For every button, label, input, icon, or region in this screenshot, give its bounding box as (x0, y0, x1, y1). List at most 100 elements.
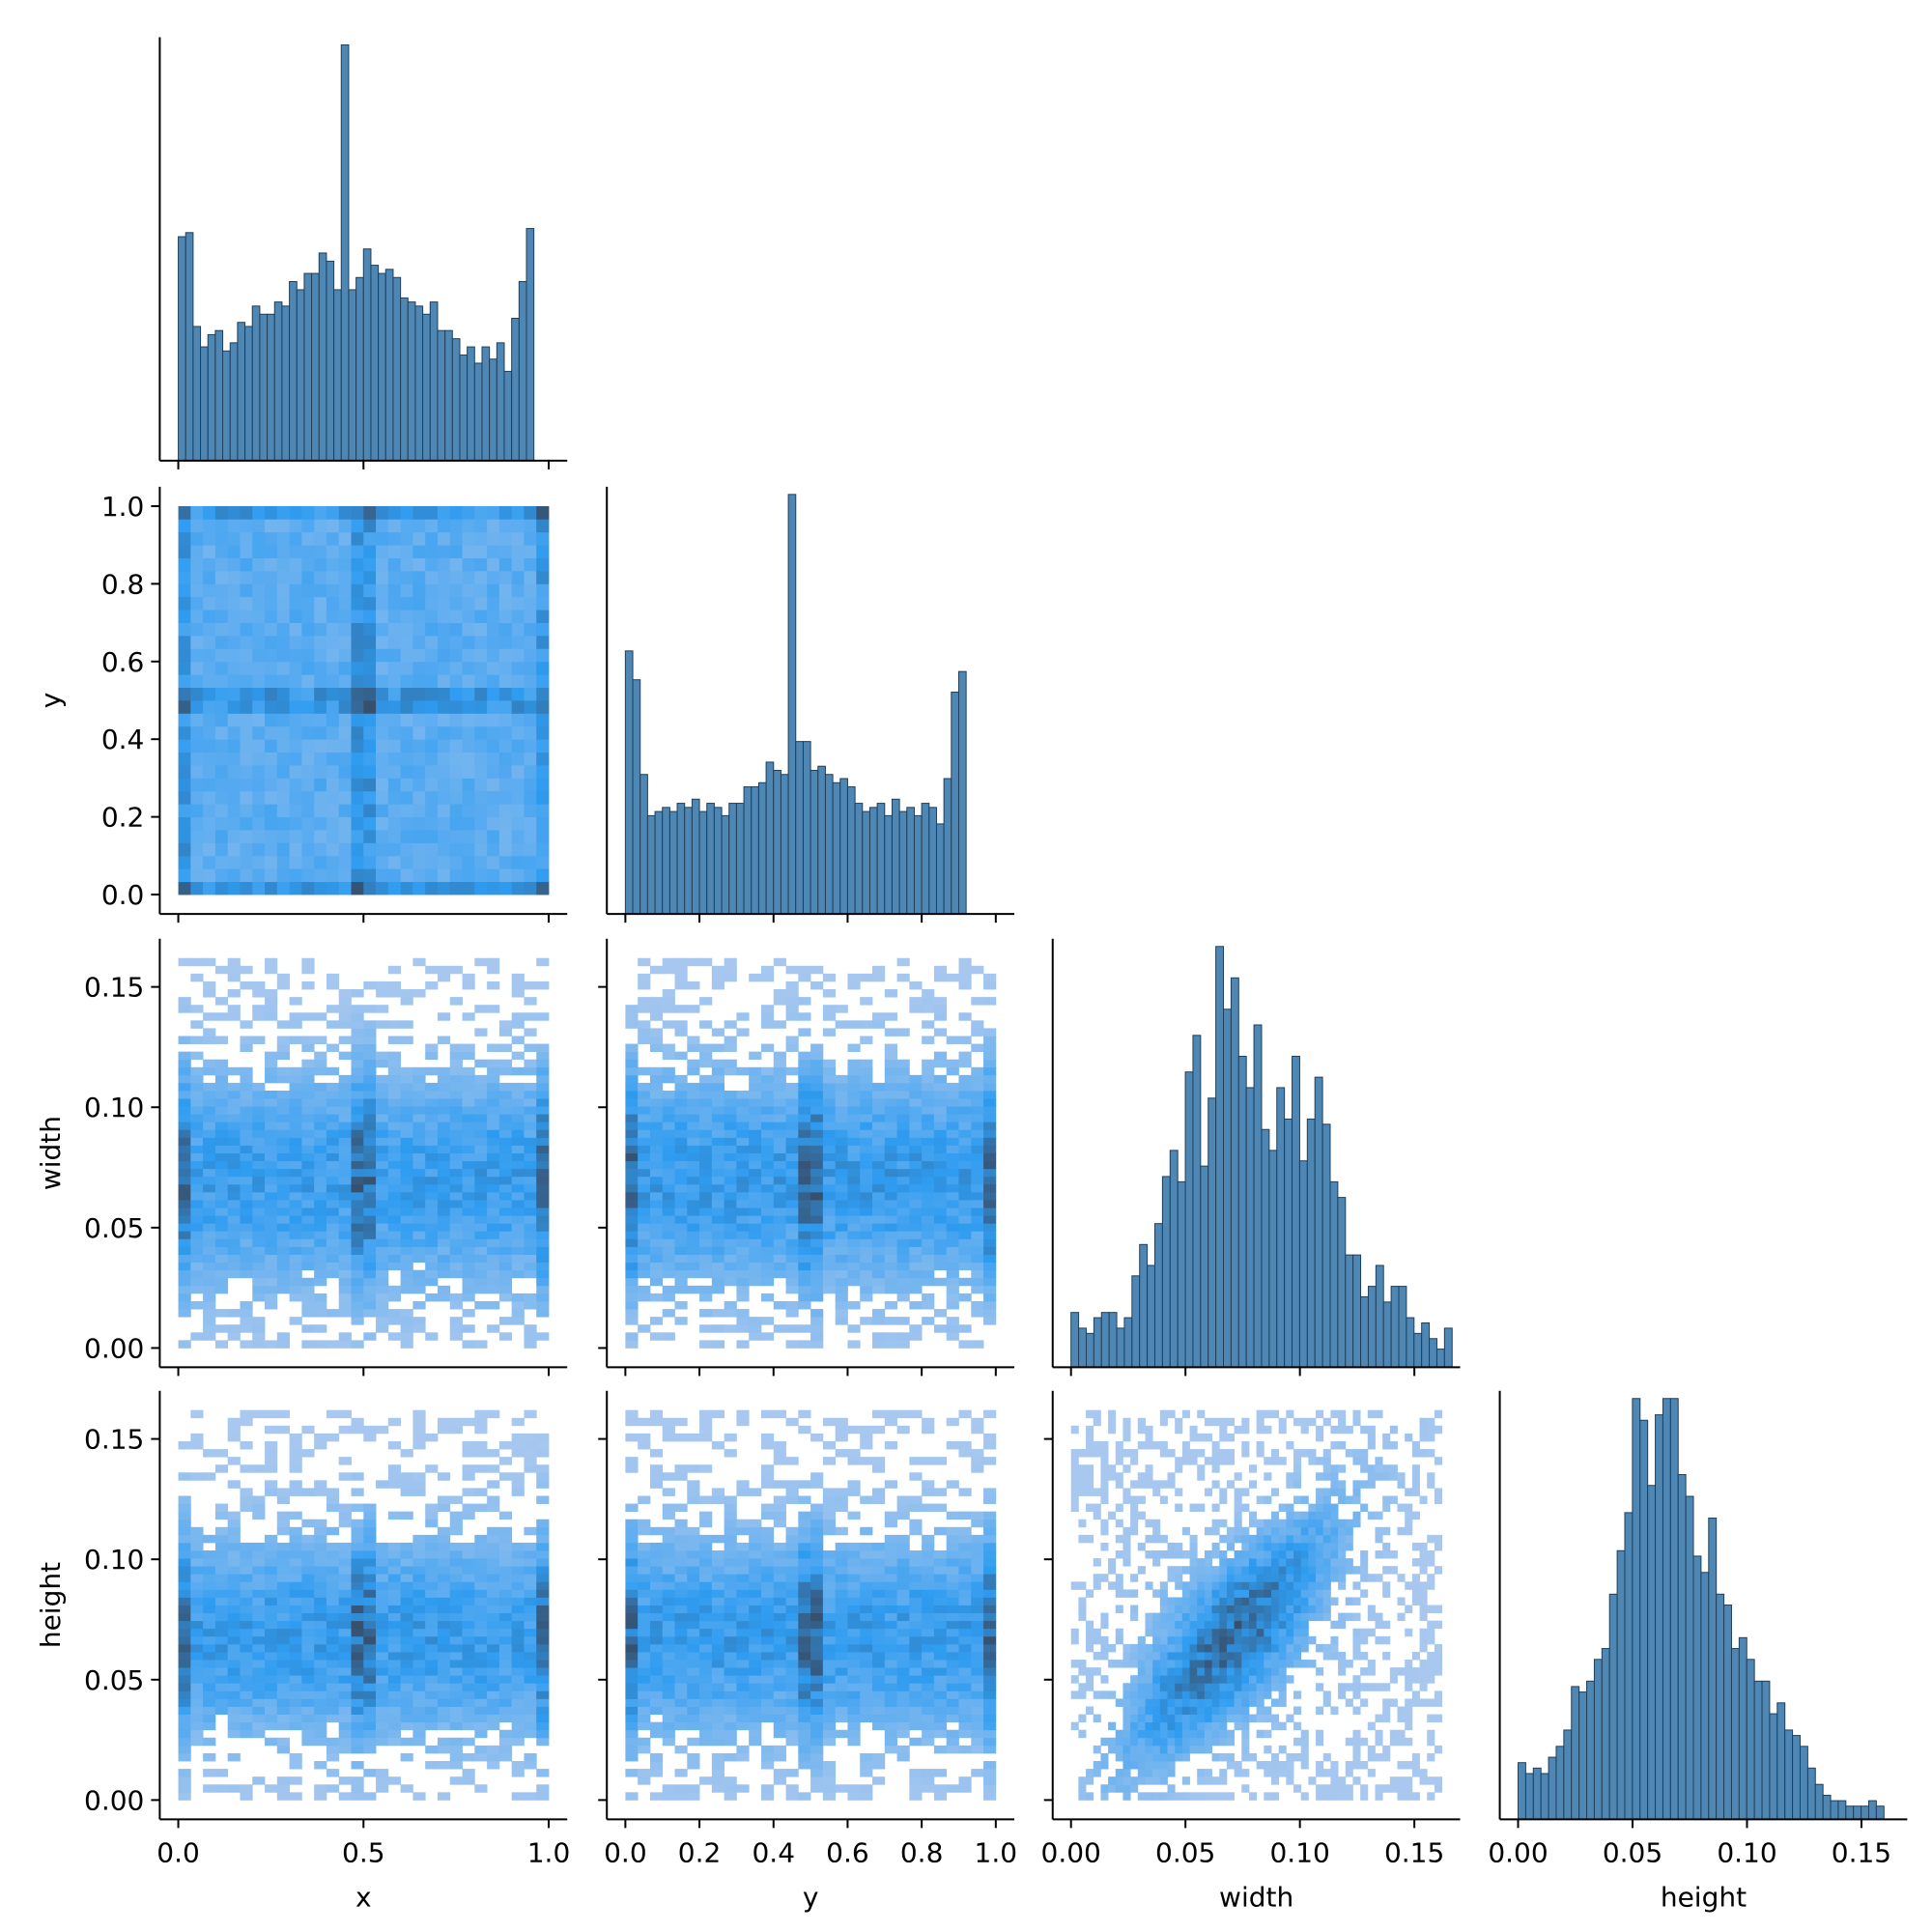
heatmap-cell (338, 1183, 352, 1193)
heatmap-cell (822, 1262, 837, 1271)
heatmap-cell (351, 739, 364, 753)
heatmap-cell (536, 1589, 550, 1598)
heatmap-cell (214, 1589, 229, 1598)
heatmap-cell (301, 1635, 315, 1645)
heatmap-cell (649, 1160, 664, 1170)
heatmap-cell (971, 1340, 984, 1349)
heatmap-cell (412, 1285, 426, 1294)
histogram-bar (237, 322, 246, 462)
heatmap-cell (699, 957, 713, 967)
heatmap-cell (252, 1145, 266, 1153)
heatmap-cell (487, 1620, 500, 1630)
heatmap-cell (376, 1262, 389, 1271)
heatmap-cell (498, 648, 513, 663)
heatmap-cell (674, 1137, 688, 1146)
heatmap-cell (511, 1589, 525, 1598)
heatmap-cell (474, 713, 488, 727)
heatmap-cell (190, 505, 204, 520)
histogram-bar (326, 260, 335, 462)
heatmap-cell (498, 1200, 513, 1208)
heatmap-cell (400, 1675, 413, 1684)
histogram-bar (355, 276, 364, 462)
heatmap-cell (511, 1160, 525, 1170)
heatmap-cell (363, 1635, 377, 1645)
heatmap-cell (536, 700, 550, 714)
heatmap-cell (338, 1012, 352, 1021)
heatmap-cell (190, 1706, 204, 1715)
heatmap-cell (847, 1223, 861, 1232)
heatmap-cell (638, 1542, 651, 1551)
heatmap-cell (203, 1293, 216, 1302)
heatmap-cell (412, 1721, 426, 1731)
histogram-bar (1292, 1055, 1300, 1368)
y-tick-label: 0.8 (101, 568, 145, 600)
heatmap-cell (462, 1074, 475, 1084)
heatmap-cell (474, 1269, 488, 1279)
heatmap-cell (190, 1651, 204, 1661)
heatmap-cell (425, 505, 439, 520)
heatmap-cell (252, 1683, 266, 1691)
heatmap-cell (437, 1183, 451, 1193)
histogram-bar (1435, 1349, 1445, 1368)
heatmap-cell (462, 816, 475, 831)
heatmap-cell (487, 965, 500, 975)
heatmap-cell (524, 1752, 537, 1762)
heatmap-cell (498, 1277, 513, 1287)
heatmap-cell (449, 1051, 463, 1061)
heatmap-cell (760, 973, 775, 982)
heatmap-cell (711, 1440, 725, 1450)
heatmap-cell (203, 1176, 216, 1185)
heatmap-cell (351, 1005, 364, 1013)
heatmap-cell (536, 1526, 550, 1536)
heatmap-cell (511, 855, 525, 869)
heatmap-cell (487, 1698, 500, 1707)
heatmap-cell (511, 519, 525, 533)
heatmap-cell (511, 816, 525, 831)
heatmap-cell (536, 610, 550, 623)
heatmap-cell (810, 1309, 824, 1318)
heatmap-cell (338, 557, 352, 572)
heatmap-cell (252, 1129, 266, 1138)
heatmap-cell (338, 1114, 352, 1122)
heatmap-cell (749, 1651, 762, 1661)
heatmap-cell (487, 1137, 500, 1146)
heatmap-cell (822, 1005, 837, 1013)
heatmap-cell (252, 804, 266, 818)
heatmap-cell (798, 1191, 811, 1201)
heatmap-cell (462, 855, 475, 869)
heatmap-cell (498, 1231, 513, 1239)
heatmap-cell (687, 1464, 700, 1473)
heatmap-cell (687, 1542, 700, 1551)
heatmap-cell (363, 1574, 377, 1582)
heatmap-cell (810, 1721, 824, 1731)
histogram-bar (1192, 1035, 1202, 1368)
heatmap-cell (498, 1317, 513, 1325)
heatmap-cell (326, 1706, 340, 1715)
heatmap-cell (301, 765, 315, 779)
heatmap-cell (252, 648, 266, 663)
heatmap-cell (474, 1550, 488, 1559)
heatmap-cell (896, 1340, 910, 1349)
heatmap-cell (699, 1293, 713, 1302)
heatmap-cell (289, 1698, 302, 1707)
heatmap-cell (699, 1690, 713, 1699)
heatmap-cell (487, 505, 500, 520)
heatmap-cell (301, 687, 315, 701)
heatmap-cell (474, 1620, 488, 1630)
heatmap-cell (276, 1488, 290, 1496)
heatmap-cell (872, 1012, 886, 1021)
heatmap-cell (822, 1183, 837, 1193)
heatmap-cell (711, 1620, 725, 1630)
heatmap-cell (749, 1223, 762, 1232)
heatmap-cell (314, 1176, 327, 1185)
heatmap-cell (687, 1488, 700, 1496)
heatmap-cell (773, 1457, 786, 1465)
heatmap-cell (760, 1114, 775, 1122)
heatmap-cell (983, 1051, 997, 1061)
heatmap-cell (511, 1769, 525, 1777)
heatmap-cell (252, 778, 266, 792)
heatmap-cell (240, 1612, 253, 1622)
heatmap-cell (462, 557, 475, 572)
heatmap-cell (437, 1293, 451, 1302)
heatmap-cell (252, 1635, 266, 1645)
